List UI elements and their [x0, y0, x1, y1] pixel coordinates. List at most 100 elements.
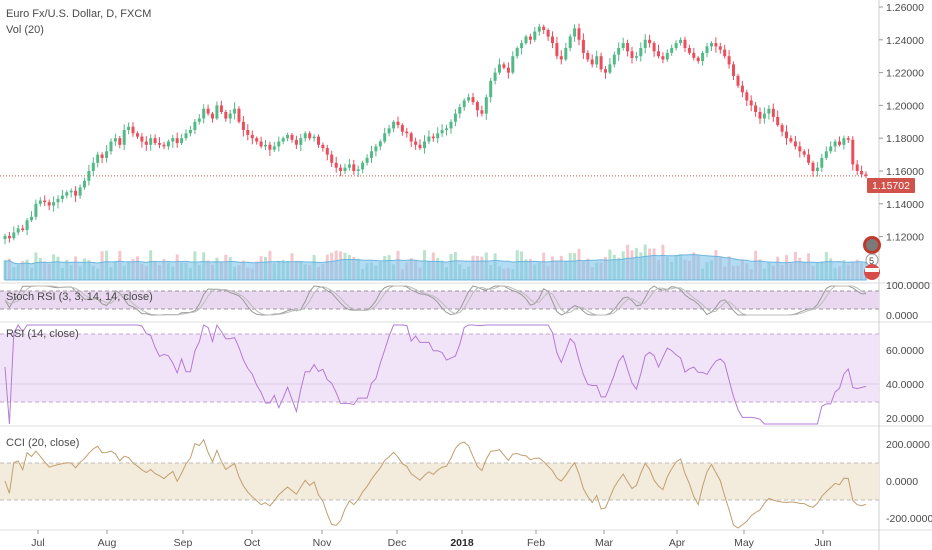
candle-body[interactable]: [25, 220, 29, 230]
time-tick-label[interactable]: 2018: [450, 537, 474, 549]
candle-body[interactable]: [714, 43, 718, 47]
candle-body[interactable]: [188, 130, 192, 134]
candle-body[interactable]: [480, 110, 484, 114]
time-tick-label[interactable]: Aug: [98, 537, 117, 549]
candle-body[interactable]: [303, 133, 307, 139]
time-tick-label[interactable]: Apr: [669, 537, 686, 549]
candle-body[interactable]: [122, 130, 126, 145]
candle-body[interactable]: [374, 146, 378, 152]
candle-body[interactable]: [851, 139, 855, 165]
candle-body[interactable]: [634, 56, 638, 58]
candle-body[interactable]: [767, 108, 771, 114]
candle-body[interactable]: [559, 56, 563, 60]
candle-body[interactable]: [815, 167, 819, 171]
candle-body[interactable]: [321, 144, 325, 149]
price-axis[interactable]: 1.26000 1.24000 1.22000 1.20000 1.18000 1.160…: [879, 2, 924, 244]
candle-body[interactable]: [838, 141, 841, 145]
candle-body[interactable]: [440, 130, 444, 134]
candle-body[interactable]: [299, 138, 303, 145]
candle-body[interactable]: [43, 200, 47, 203]
candle-body[interactable]: [136, 133, 139, 137]
candle-body[interactable]: [674, 43, 678, 48]
candle-body[interactable]: [83, 180, 86, 188]
candle-body[interactable]: [193, 121, 197, 130]
candle-body[interactable]: [780, 125, 784, 132]
candle-body[interactable]: [762, 113, 766, 119]
candle-body[interactable]: [771, 108, 775, 117]
candle-body[interactable]: [21, 228, 25, 230]
candle-series[interactable]: [3, 23, 868, 245]
candle-body[interactable]: [166, 141, 170, 147]
candle-body[interactable]: [361, 162, 365, 170]
candle-body[interactable]: [732, 64, 735, 76]
candle-body[interactable]: [665, 52, 669, 60]
candle-body[interactable]: [317, 136, 320, 145]
candle-body[interactable]: [846, 138, 850, 140]
candle-body[interactable]: [255, 138, 259, 142]
candle-body[interactable]: [427, 136, 431, 142]
candle-body[interactable]: [568, 36, 572, 49]
candle-body[interactable]: [484, 97, 488, 114]
candle-body[interactable]: [555, 43, 559, 57]
candle-body[interactable]: [723, 49, 727, 57]
candle-body[interactable]: [52, 202, 56, 206]
candle-body[interactable]: [96, 154, 100, 163]
candle-body[interactable]: [581, 39, 585, 53]
candle-body[interactable]: [144, 141, 148, 145]
candle-body[interactable]: [294, 139, 298, 145]
candle-body[interactable]: [617, 48, 621, 55]
candle-body[interactable]: [498, 64, 501, 73]
candle-body[interactable]: [250, 134, 254, 139]
candle-body[interactable]: [528, 36, 532, 40]
candle-body[interactable]: [184, 133, 188, 139]
candle-body[interactable]: [811, 162, 815, 171]
time-tick-label[interactable]: Nov: [313, 537, 332, 549]
candle-body[interactable]: [325, 148, 329, 155]
candle-body[interactable]: [802, 151, 806, 155]
candle-body[interactable]: [171, 138, 175, 142]
candle-body[interactable]: [462, 100, 466, 108]
candle-body[interactable]: [396, 121, 400, 126]
candle-body[interactable]: [290, 134, 294, 140]
candle-body[interactable]: [175, 138, 179, 144]
time-axis[interactable]: Jul Aug Sep Oct Nov Dec 2018 Feb Mar Apr May Jun: [31, 530, 832, 549]
candle-body[interactable]: [590, 59, 594, 65]
candle-body[interactable]: [7, 235, 11, 239]
candle-body[interactable]: [515, 48, 519, 57]
candle-body[interactable]: [233, 108, 237, 114]
candle-body[interactable]: [687, 48, 691, 53]
candle-body[interactable]: [392, 121, 396, 129]
candle-body[interactable]: [855, 164, 859, 171]
candle-body[interactable]: [612, 54, 616, 65]
candle-body[interactable]: [409, 133, 413, 142]
candle-body[interactable]: [149, 138, 153, 145]
candle-body[interactable]: [153, 138, 157, 144]
candle-body[interactable]: [533, 31, 537, 40]
candle-body[interactable]: [378, 141, 382, 147]
candle-body[interactable]: [140, 136, 144, 142]
candle-body[interactable]: [621, 43, 625, 48]
candle-body[interactable]: [718, 46, 722, 50]
candle-body[interactable]: [679, 39, 683, 44]
candle-body[interactable]: [38, 200, 42, 204]
candle-body[interactable]: [754, 105, 758, 112]
candle-body[interactable]: [418, 144, 422, 149]
candle-body[interactable]: [745, 92, 749, 101]
candle-body[interactable]: [657, 51, 660, 57]
candle-body[interactable]: [272, 146, 276, 150]
candle-body[interactable]: [87, 171, 91, 181]
candle-body[interactable]: [277, 141, 281, 147]
candle-body[interactable]: [537, 26, 541, 32]
candle-body[interactable]: [608, 64, 612, 73]
candle-body[interactable]: [789, 138, 793, 142]
candle-body[interactable]: [643, 39, 647, 48]
candle-body[interactable]: [202, 108, 206, 119]
time-tick-label[interactable]: Jun: [815, 537, 832, 549]
candle-body[interactable]: [573, 28, 577, 37]
candle-body[interactable]: [489, 80, 493, 98]
candle-body[interactable]: [387, 128, 391, 134]
candle-body[interactable]: [113, 138, 117, 142]
time-tick-label[interactable]: Feb: [527, 537, 545, 549]
candle-body[interactable]: [343, 167, 347, 171]
